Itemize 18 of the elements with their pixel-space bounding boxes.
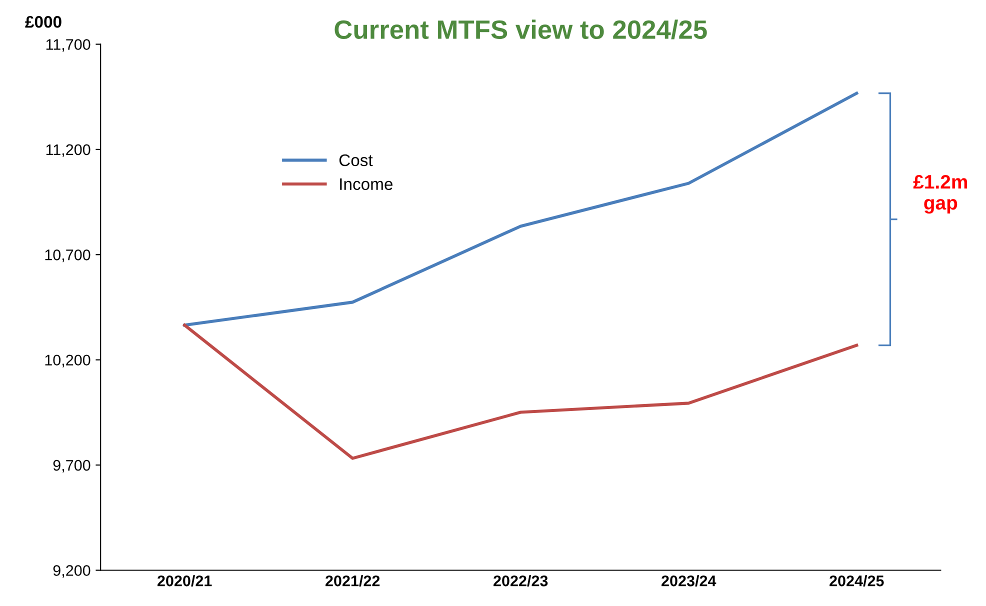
y-axis-title: £000 (25, 16, 62, 28)
x-tick-label: 2024/25 (830, 575, 884, 586)
y-tick-label: 10,700 (45, 250, 90, 262)
y-tick-label: 11,200 (46, 144, 90, 157)
y-tick-label: 9,200 (53, 565, 90, 578)
x-tick-label: 2022/23 (494, 575, 548, 586)
y-tick-label: 10,200 (45, 354, 90, 368)
chart-title: Current MTFS view to 2024/25 (334, 20, 707, 40)
x-tick-label: 2020/21 (158, 575, 212, 586)
x-tick-label: 2021/22 (326, 575, 380, 586)
y-tick-label: 11,700 (46, 39, 90, 52)
y-tick-label: 9,700 (53, 460, 90, 473)
line-series (183, 92, 858, 327)
x-tick-label: 2023/24 (662, 575, 716, 586)
legend-label: Income (340, 178, 392, 190)
legend-label: Cost (339, 154, 373, 166)
line-series (183, 324, 858, 460)
annotation: £1.2m gap (913, 174, 968, 214)
